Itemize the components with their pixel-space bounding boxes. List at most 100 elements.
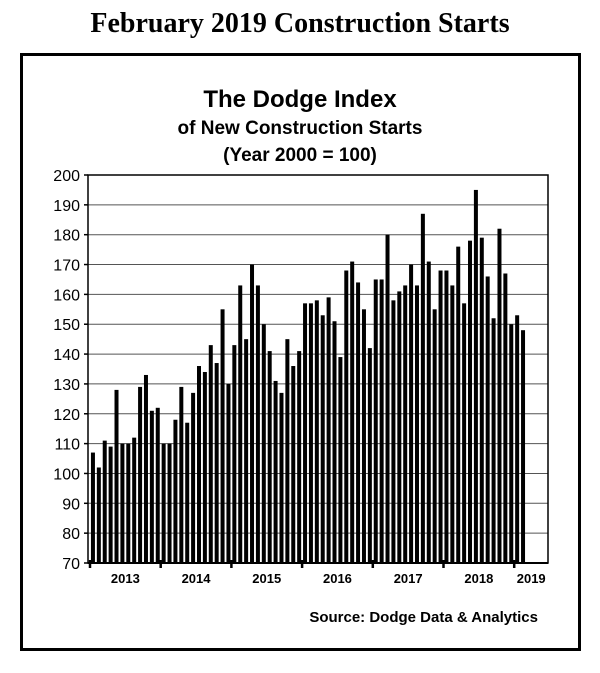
bar: [356, 282, 361, 563]
x-tick-label: 2015: [252, 571, 281, 586]
bar: [167, 443, 172, 563]
bar: [267, 351, 272, 563]
bar: [485, 276, 490, 563]
bar: [403, 285, 408, 563]
bar: [132, 437, 137, 563]
bar: [297, 351, 302, 563]
bar: [143, 374, 148, 563]
bar: [220, 309, 225, 563]
bar: [273, 380, 278, 563]
bar: [202, 371, 207, 563]
bar: [379, 279, 384, 563]
bar: [120, 443, 125, 563]
bar: [314, 300, 319, 563]
y-tick-label: 100: [53, 466, 80, 483]
bar: [497, 228, 502, 563]
bar: [479, 237, 484, 563]
bar: [138, 386, 143, 563]
bar: [473, 189, 478, 563]
bar: [244, 339, 249, 563]
x-tick-label: 2018: [464, 571, 493, 586]
bar: [208, 345, 213, 563]
bar: [279, 392, 284, 563]
y-tick-label: 190: [53, 198, 80, 215]
page-title: February 2019 Construction Starts: [90, 8, 510, 39]
bar: [491, 318, 496, 563]
bar: [320, 315, 325, 563]
bar: [196, 366, 201, 563]
bar: [161, 443, 166, 563]
y-tick-label: 200: [53, 168, 80, 185]
bar: [90, 452, 95, 563]
bar: [503, 273, 508, 563]
bar: [326, 297, 331, 563]
bar: [432, 309, 437, 563]
bar: [291, 366, 296, 563]
y-tick-label: 150: [53, 317, 80, 334]
bar: [214, 363, 219, 563]
bar: [173, 419, 178, 563]
x-tick-label: 2017: [394, 571, 423, 586]
bar: [426, 261, 431, 563]
y-tick-label: 80: [62, 526, 80, 543]
x-tick-label: 2014: [182, 571, 212, 586]
bar: [468, 240, 473, 563]
y-tick-label: 130: [53, 377, 80, 394]
bar: [126, 443, 131, 563]
bar: [185, 422, 190, 563]
bar: [450, 285, 455, 563]
bar: [361, 309, 366, 563]
bar: [149, 410, 154, 563]
bar: [255, 285, 260, 563]
y-tick-label: 120: [53, 407, 80, 424]
chart-subtitle: of New Construction Starts: [178, 118, 423, 139]
bar: [391, 300, 396, 563]
bar: [102, 440, 107, 563]
bar: [179, 386, 184, 563]
bar: [385, 234, 390, 563]
bar: [108, 446, 113, 563]
bar: [114, 389, 119, 563]
bar: [350, 261, 355, 563]
bar: [303, 303, 308, 563]
bar: [308, 303, 313, 563]
bar: [238, 285, 243, 563]
bar: [438, 270, 443, 563]
bar: [261, 324, 266, 563]
bar: [232, 345, 237, 563]
bar: [420, 213, 425, 564]
chart-subtitle-2: (Year 2000 = 100): [223, 145, 377, 166]
y-tick-label: 70: [62, 556, 80, 573]
y-tick-label: 90: [62, 496, 80, 513]
bar: [373, 279, 378, 563]
bar: [462, 303, 467, 563]
y-tick-label: 140: [53, 347, 80, 364]
y-tick-label: 180: [53, 228, 80, 245]
bar: [509, 324, 514, 563]
bar: [456, 246, 461, 563]
y-tick-label: 170: [53, 258, 80, 275]
bar: [250, 264, 255, 563]
bar: [414, 285, 419, 563]
bar: [444, 270, 449, 563]
x-tick-label: 2013: [111, 571, 140, 586]
bar: [367, 348, 372, 563]
chart-frame: [20, 53, 581, 651]
chart-title: The Dodge Index: [203, 86, 397, 113]
bar: [338, 357, 343, 563]
bar: [155, 407, 160, 563]
bar: [344, 270, 349, 563]
bar: [96, 467, 101, 563]
bar: [397, 291, 402, 563]
bar: [226, 383, 231, 563]
x-tick-label: 2019: [517, 571, 546, 586]
bar: [332, 321, 337, 563]
x-tick-label: 2016: [323, 571, 352, 586]
bar: [191, 392, 196, 563]
y-tick-label: 160: [53, 287, 80, 304]
bar: [409, 264, 414, 563]
bar: [515, 315, 520, 563]
source-note: Source: Dodge Data & Analytics: [309, 609, 538, 626]
bar: [285, 339, 290, 563]
